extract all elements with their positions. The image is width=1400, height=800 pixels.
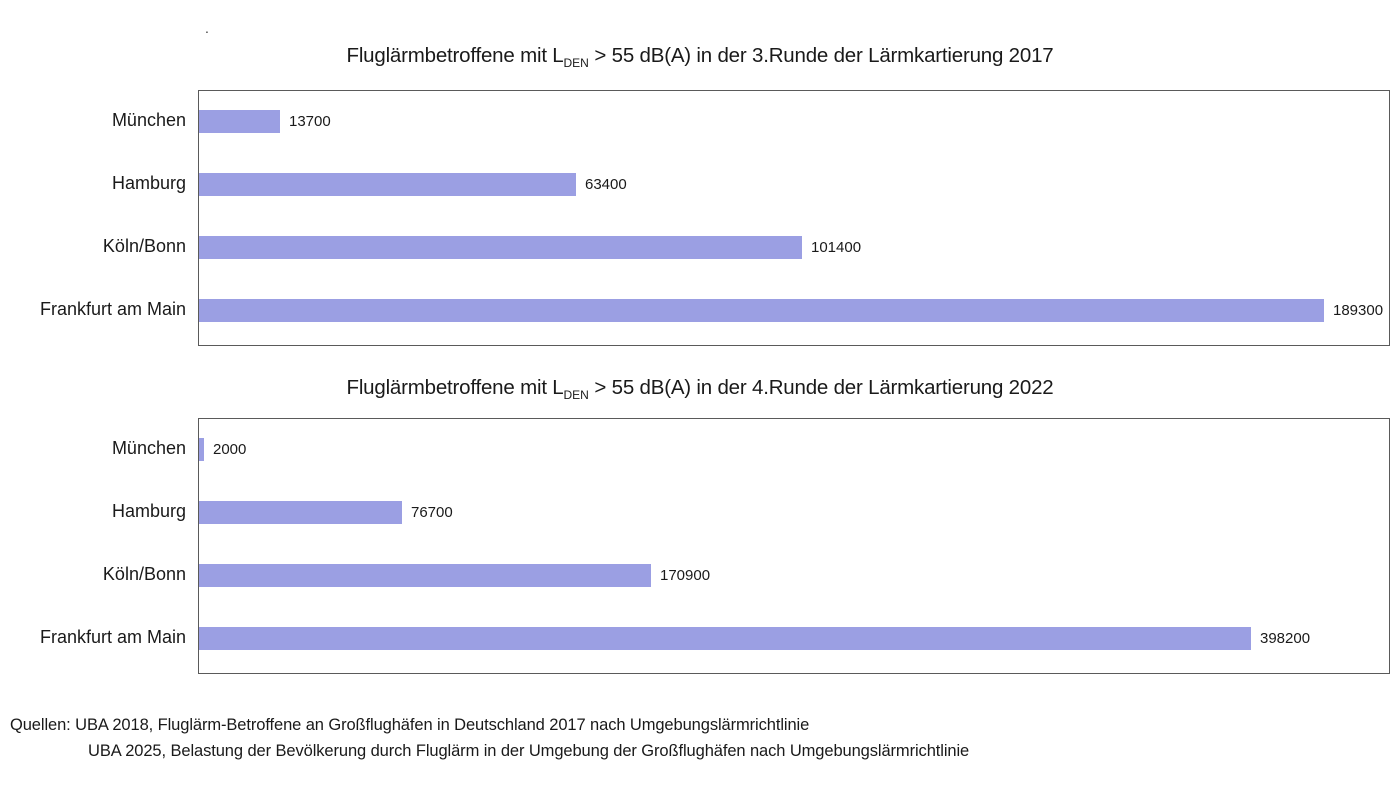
category-label: Hamburg: [111, 501, 186, 521]
plot-area: 2000 76700 170900 398200: [198, 418, 1390, 674]
chart-title-text: > 55 dB(A) in der 4.Runde der Lärmkartie…: [588, 376, 1054, 399]
chart-title-2022: Fluglärmbetroffene mit LDEN > 55 dB(A) i…: [0, 376, 1400, 402]
chart-title-text: Fluglärmbetroffene mit L: [346, 44, 564, 67]
source-line-2: UBA 2025, Belastung der Bevölkerung durc…: [88, 742, 970, 760]
chart-2017: Fluglärmbetroffene mit LDEN > 55 dB(A) i…: [0, 44, 1400, 354]
stray-dot: .: [205, 20, 209, 36]
bar: [199, 173, 576, 196]
sources-footer: Quellen: UBA 2018, Fluglärm-Betroffene a…: [10, 712, 969, 764]
bar: [199, 627, 1251, 650]
bar: [199, 110, 280, 133]
plot-area: 13700 63400 101400 189300: [198, 90, 1390, 346]
bar: [199, 236, 802, 259]
value-label: 63400: [585, 176, 627, 193]
value-label: 189300: [1333, 302, 1384, 319]
value-label: 13700: [289, 113, 331, 130]
source-line-1: Quellen: UBA 2018, Fluglärm-Betroffene a…: [10, 716, 810, 734]
category-label: Frankfurt am Main: [39, 627, 186, 647]
chart-title-text: > 55 dB(A) in der 3.Runde der Lärmkartie…: [588, 44, 1054, 67]
value-label: 76700: [411, 504, 453, 521]
y-axis-labels: München Hamburg Köln/Bonn Frankfurt am Main: [0, 90, 186, 346]
subscript-den: DEN: [563, 388, 589, 403]
chart-title-2017: Fluglärmbetroffene mit LDEN > 55 dB(A) i…: [0, 44, 1400, 70]
subscript-den: DEN: [563, 56, 589, 71]
value-label: 398200: [1260, 630, 1311, 647]
y-axis-labels: München Hamburg Köln/Bonn Frankfurt am Main: [0, 418, 186, 674]
value-label: 2000: [213, 441, 247, 458]
category-label: Köln/Bonn: [102, 236, 186, 256]
value-label: 101400: [811, 239, 862, 256]
category-label: München: [111, 110, 186, 130]
bar: [199, 564, 651, 587]
chart-2022: Fluglärmbetroffene mit LDEN > 55 dB(A) i…: [0, 376, 1400, 686]
category-label: München: [111, 438, 186, 458]
bar: [199, 438, 204, 461]
bar: [199, 501, 402, 524]
bar: [199, 299, 1324, 322]
category-label: Frankfurt am Main: [39, 299, 186, 319]
category-label: Hamburg: [111, 173, 186, 193]
category-label: Köln/Bonn: [102, 564, 186, 584]
value-label: 170900: [660, 567, 711, 584]
chart-title-text: Fluglärmbetroffene mit L: [346, 376, 564, 399]
